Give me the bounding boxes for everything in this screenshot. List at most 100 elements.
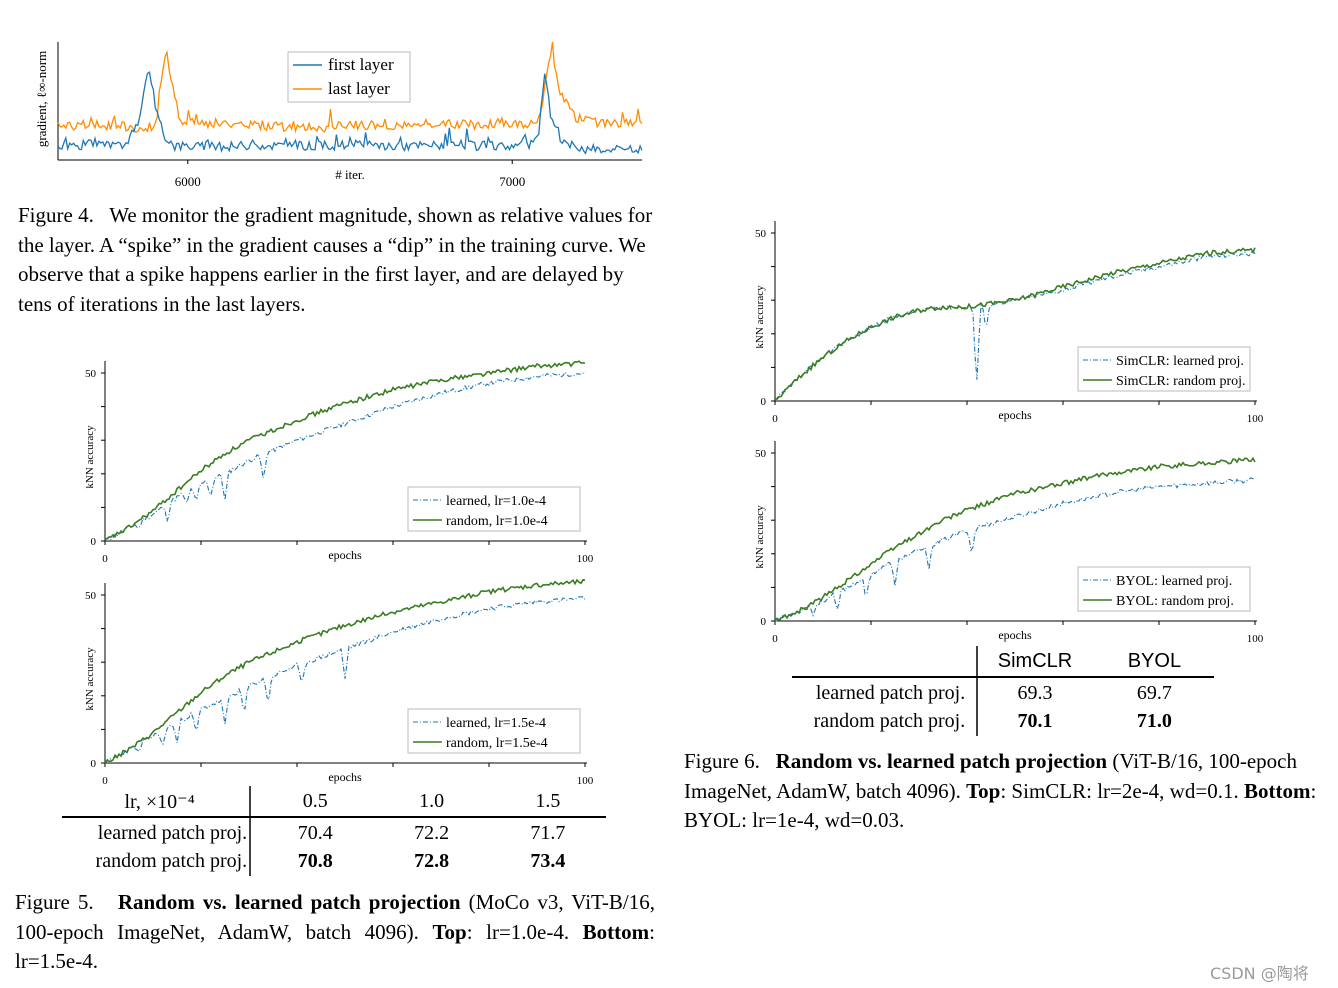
x-tick-label: 0 (772, 633, 778, 645)
fig5-bottom-text: : lr=1.5e-4. (15, 919, 656, 974)
fig4-caption: Figure 4. We monitor the gradient magnit… (18, 201, 658, 319)
table-cell: 69.3 (1017, 681, 1053, 704)
x-tick-label: 0 (772, 413, 778, 425)
y-tick-label: 50 (755, 448, 767, 460)
y-axis-label: kNN accuracy (754, 285, 766, 349)
x-tick-label: 6000 (175, 174, 201, 189)
fig5-top-text: : lr=1.0e-4. (466, 919, 570, 944)
x-axis-label: # iter. (335, 167, 365, 182)
fig6-top-label: Top (966, 778, 1001, 803)
fig5-top-label: Top (432, 919, 467, 944)
x-axis-label: epochs (328, 770, 362, 784)
legend-label: first layer (328, 55, 394, 74)
series-line-learned (775, 477, 1256, 622)
table-row: learned patch proj. 69.3 69.7 (792, 675, 1214, 707)
fig6-top-text: : SimCLR: lr=2e-4, wd=0.1. (1000, 778, 1239, 803)
fig5-bottom-chart: 0 50 0 100 epochs kNN accuracy learned, lr=1.5… (84, 578, 594, 787)
x-tick-label: 100 (1247, 633, 1264, 645)
table-row: learned patch proj. 70.4 72.2 71.7 (62, 815, 606, 847)
fig5-bottom-label: Bottom (582, 919, 650, 944)
legend-box (1077, 346, 1251, 392)
series-line-learned (104, 370, 586, 541)
fig6-caption: Figure 6. Random vs. learned patch proje… (684, 747, 1324, 836)
table-row: random patch proj. 70.1 71.0 (792, 707, 1214, 735)
table-cell: 70.4 (297, 821, 333, 844)
table-row-label: learned patch proj. (97, 821, 248, 844)
fig5-table: lr, ×10⁻⁴ 0.5 1.0 1.5 learned patch proj… (62, 787, 606, 875)
x-tick-label: 100 (1247, 413, 1264, 425)
table-header-cell: 0.5 (302, 789, 328, 812)
legend-box (1077, 566, 1251, 612)
table-header-cell (792, 647, 975, 675)
fig6-table: SimCLR BYOL learned patch proj. 69.3 69.… (792, 647, 1214, 735)
y-axis-label: kNN accuracy (84, 647, 96, 711)
legend-label: BYOL: learned proj. (1116, 574, 1232, 589)
series-line-first-layer (57, 71, 643, 155)
legend-label: random, lr=1.5e-4 (446, 736, 548, 751)
series-line-random (104, 360, 586, 540)
x-tick-label: 0 (102, 775, 108, 787)
series-line-random (774, 456, 1256, 622)
table-row: random patch proj. 70.8 72.8 73.4 (62, 847, 606, 875)
y-tick-label: 0 (761, 396, 767, 408)
fig6-top-chart: 0 50 0 100 epochs kNN accuracy SimCLR: learned… (754, 221, 1264, 425)
table-cell: 71.0 (1136, 709, 1172, 732)
x-tick-label: 100 (577, 553, 594, 565)
table-cell: 70.1 (1017, 709, 1053, 732)
series-line-last-layer (57, 41, 643, 134)
table-cell: 72.2 (414, 821, 450, 844)
series-line-learned (104, 596, 586, 764)
table-cell: 71.7 (530, 821, 566, 844)
fig6-bottom-label: Bottom (1243, 778, 1311, 803)
legend-label: learned, lr=1.5e-4 (446, 716, 546, 731)
table-header-row: lr, ×10⁻⁴ 0.5 1.0 1.5 (62, 787, 606, 815)
fig5-caption: Figure 5. Random vs. learned patch proje… (15, 888, 655, 977)
table-row-label: random patch proj. (813, 709, 966, 732)
fig6-table-rules (792, 646, 1214, 736)
legend-label: random, lr=1.0e-4 (446, 514, 548, 529)
table-header-cell: lr, ×10⁻⁴ (124, 790, 195, 813)
y-tick-label: 0 (761, 616, 767, 628)
y-tick-label: 0 (91, 536, 97, 548)
table-row-label: learned patch proj. (815, 681, 966, 704)
table-row-label: random patch proj. (95, 849, 248, 872)
table-cell: 72.8 (414, 849, 450, 872)
legend-box (407, 486, 581, 532)
x-axis-label: epochs (328, 548, 362, 562)
x-axis-label: epochs (998, 408, 1032, 422)
y-axis-label: kNN accuracy (84, 425, 96, 489)
watermark: CSDN @陶将 (1210, 964, 1309, 983)
table-cell: 73.4 (530, 849, 566, 872)
fig4-chart: 6000 7000 # iter. gradient, ℓ∞-norm first la… (34, 41, 643, 189)
fig4-text: We monitor the gradient magnitude, shown… (18, 203, 653, 316)
fig6-bottom-chart: 0 50 0 100 epochs kNN accuracy BYOL: learned p… (754, 441, 1264, 645)
legend-label: SimCLR: random proj. (1116, 374, 1246, 389)
legend-label: last layer (328, 79, 390, 98)
x-axis-label: epochs (998, 628, 1032, 642)
legend-label: learned, lr=1.0e-4 (446, 494, 546, 509)
series-line-learned (774, 250, 1256, 401)
fig6-title: Random vs. learned patch projection (775, 749, 1108, 773)
y-tick-label: 50 (85, 368, 97, 380)
x-tick-label: 7000 (499, 174, 525, 189)
table-header-cell: BYOL (1127, 649, 1182, 672)
fig4-label: Figure 4. (18, 203, 94, 227)
y-tick-label: 50 (755, 228, 767, 240)
x-tick-label: 0 (102, 553, 108, 565)
y-tick-label: 50 (85, 590, 97, 602)
series-line-random (774, 247, 1256, 400)
fig6-label: Figure 6. (684, 749, 760, 773)
fig5-label: Figure 5. (15, 890, 94, 914)
table-cell: 69.7 (1136, 681, 1172, 704)
table-header-cell: SimCLR (997, 649, 1073, 672)
fig6-bottom-text: : BYOL: lr=1e-4, wd=0.03. (684, 778, 1317, 833)
fig5-title: Random vs. learned patch projection (117, 890, 461, 914)
table-header-cell: 1.5 (535, 789, 561, 812)
legend-label: SimCLR: learned proj. (1116, 354, 1244, 369)
table-header-cell: 1.0 (419, 789, 445, 812)
y-axis-label: gradient, ℓ∞-norm (34, 51, 49, 147)
fig5-top-chart: 0 50 0 100 epochs kNN accuracy learned, lr=1.0… (84, 360, 594, 565)
table-header-row: SimCLR BYOL (792, 647, 1214, 675)
legend-box (287, 51, 411, 103)
legend-label: BYOL: random proj. (1116, 594, 1234, 609)
